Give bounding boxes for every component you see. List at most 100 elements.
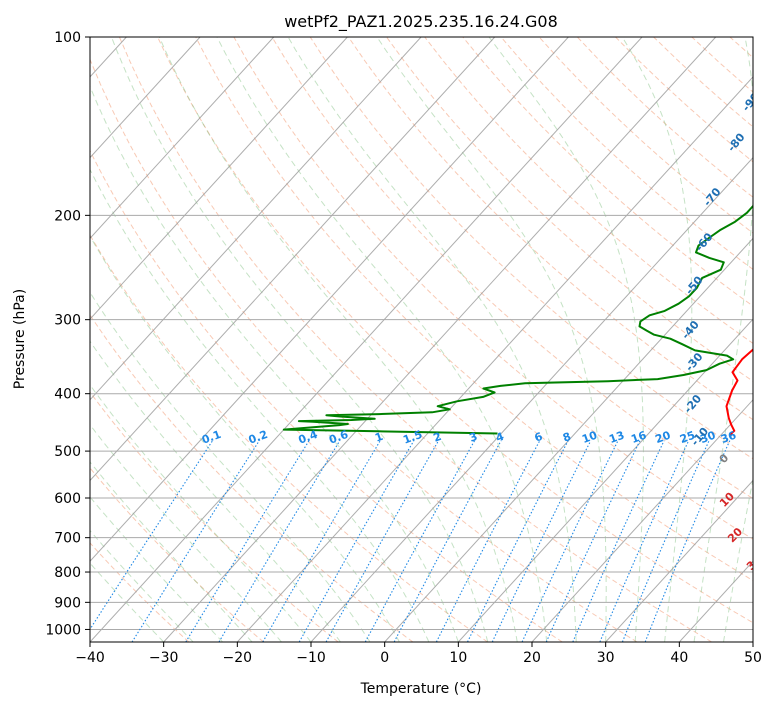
mixing-ratio-label: 1 — [373, 430, 385, 445]
isotherm — [90, 37, 422, 401]
x-tick-label: 30 — [597, 650, 615, 666]
y-tick-label: 400 — [54, 387, 81, 403]
y-tick-label: 1000 — [45, 622, 81, 638]
mixing-ratio-line — [599, 440, 690, 642]
mixing-ratio-line — [185, 440, 310, 642]
moist-adiabat — [158, 37, 518, 642]
moist-adiabat — [693, 37, 753, 642]
mixing-ratio-label: 13 — [607, 429, 626, 446]
x-tick-label: 0 — [380, 650, 389, 666]
moist-adiabat — [111, 37, 489, 642]
x-tick-label: −30 — [149, 650, 179, 666]
mixing-ratio-label: 0.4 — [297, 428, 320, 447]
dry-adiabat — [90, 58, 638, 642]
isotherm — [90, 37, 348, 320]
moist-adiabat — [376, 37, 607, 642]
isotherm — [90, 37, 496, 482]
isotherm — [90, 37, 201, 159]
y-axis-label: Pressure (hPa) — [12, 289, 28, 389]
x-tick-label: 20 — [523, 650, 541, 666]
y-tick-label: 600 — [54, 491, 81, 507]
x-tick-label: 50 — [744, 650, 762, 666]
plot-area: 0.10.20.40.611.52346810131620253036-100-… — [90, 37, 764, 642]
mixing-ratio-line — [644, 440, 731, 642]
mixing-ratio-label: 0.2 — [247, 428, 270, 447]
dry-adiabat — [309, 37, 753, 460]
mixing-ratio-line — [131, 440, 260, 642]
gridlines — [90, 37, 753, 642]
mixing-ratio-label: 20 — [654, 428, 673, 446]
plot-frame — [89, 36, 754, 643]
isotherm — [531, 399, 753, 642]
isotherm — [457, 318, 753, 642]
x-tick-label: −40 — [75, 650, 105, 666]
isotherm — [236, 76, 753, 642]
mixing-ratio-label: 6 — [533, 430, 545, 445]
mixing-ratio-line — [262, 440, 381, 642]
mixing-ratio-label: 36 — [719, 428, 738, 446]
mixing-ratio-line — [621, 440, 710, 642]
profile-series — [282, 204, 753, 436]
mixing-ratio-line — [90, 440, 214, 631]
mixing-ratio-label: 1.5 — [401, 428, 424, 447]
mixing-ratio-line — [491, 440, 592, 642]
mixing-ratio-line — [298, 440, 415, 642]
y-tick-label: 200 — [54, 208, 81, 224]
mixing-ratio-line — [393, 440, 502, 642]
y-tick-label: 900 — [54, 595, 81, 611]
mixing-ratio-line — [364, 440, 476, 642]
dry-adiabat — [90, 149, 563, 642]
isotherm — [163, 37, 717, 642]
y-tick-label: 100 — [54, 30, 81, 46]
mixing-ratio-line — [218, 440, 341, 642]
temperature-profile-line — [725, 348, 753, 436]
mixing-ratio-label: 16 — [629, 428, 648, 446]
mixing-ratio-label: 4 — [494, 430, 506, 445]
mixing-ratio-label: 2 — [432, 430, 444, 445]
isotherm — [384, 237, 753, 642]
chart-title: wetPf2_PAZ1.2025.235.16.24.G08 — [284, 12, 558, 32]
dry-adiabat-label: 30 — [744, 553, 764, 573]
x-axis-label: Temperature (°C) — [360, 681, 482, 697]
moist-adiabat — [488, 37, 644, 642]
y-tick-label: 300 — [54, 313, 81, 329]
mixing-ratio-line — [435, 440, 541, 642]
moist-adiabat — [90, 85, 459, 642]
mixing-ratio-line — [467, 440, 569, 642]
x-tick-label: 40 — [670, 650, 688, 666]
moist-adiabat — [287, 37, 577, 642]
mixing-ratio-label: 0.6 — [327, 428, 350, 447]
moist-adiabat — [90, 235, 400, 642]
moist-adiabat — [621, 37, 693, 642]
x-axis-ticks: −40 −30 −20 −10 0 10 20 30 40 50 — [75, 642, 762, 666]
y-tick-label: 800 — [54, 565, 81, 581]
mixing-ratio-label: 25 — [678, 429, 697, 446]
x-tick-label: 10 — [449, 650, 467, 666]
moist-adiabat — [90, 291, 371, 642]
mixing-ratio-label: 10 — [580, 428, 599, 446]
dewpoint-profile-line — [282, 204, 753, 435]
mixing-ratio-label: 0.1 — [200, 428, 223, 447]
mixing-ratio-label: 30 — [698, 428, 717, 446]
mixing-ratio-label: 3 — [468, 430, 480, 445]
isotherm — [90, 37, 569, 563]
dry-adiabat — [157, 37, 753, 624]
dry-adiabat — [424, 37, 753, 344]
isotherm — [90, 37, 643, 642]
dry-adiabat — [271, 37, 753, 500]
dry-adiabat — [90, 391, 339, 642]
dry-adiabat — [90, 313, 414, 642]
isotherm — [90, 37, 275, 240]
y-axis-ticks: 100 200 300 400 500 600 700 800 900 1000 — [45, 30, 90, 638]
y-tick-label: 700 — [54, 531, 81, 547]
dry-adiabat — [386, 37, 753, 382]
isotherm — [605, 479, 753, 642]
mixing-ratio-label: 8 — [561, 430, 573, 445]
y-tick-label: 500 — [54, 444, 81, 460]
x-tick-label: −20 — [223, 650, 253, 666]
isotherm — [310, 156, 753, 642]
x-tick-label: −10 — [296, 650, 326, 666]
moist-adiabat — [90, 340, 341, 642]
